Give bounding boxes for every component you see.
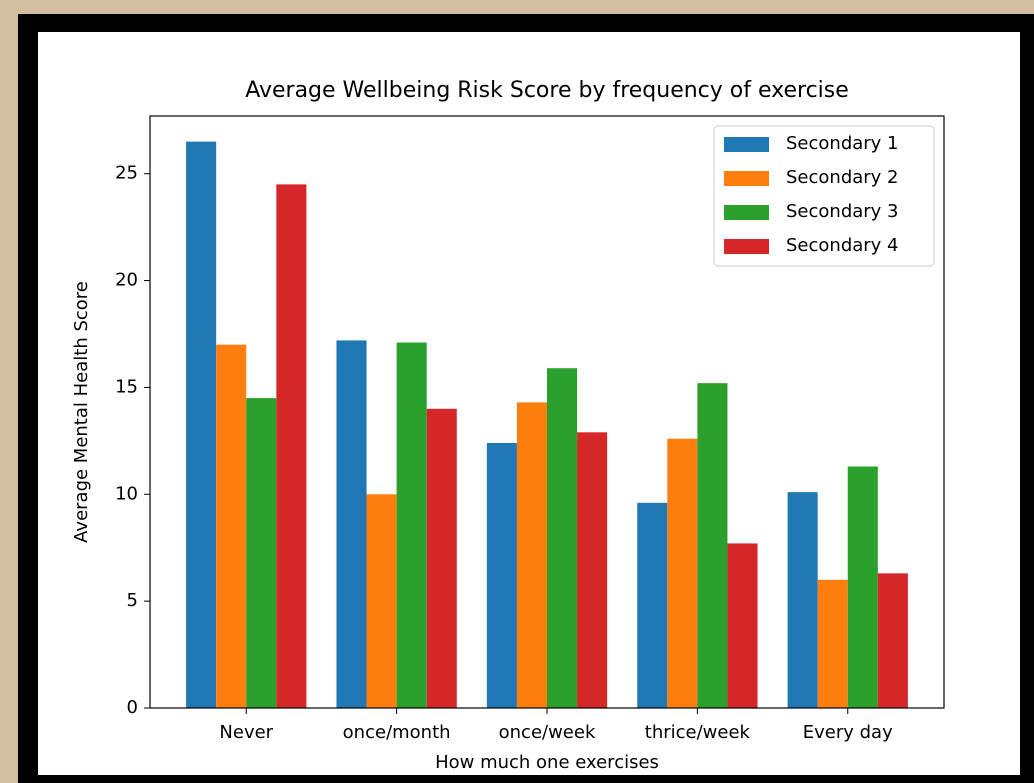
plot-frame xyxy=(149,115,945,709)
bar xyxy=(697,383,728,708)
y-tick-label: 10 xyxy=(115,483,138,504)
bar xyxy=(727,543,758,708)
x-tick-label: Every day xyxy=(803,722,893,743)
bar xyxy=(396,342,427,708)
legend-box xyxy=(713,125,935,267)
bar xyxy=(216,344,247,708)
y-tick-label: 0 xyxy=(127,697,138,718)
legend-swatch xyxy=(724,205,769,220)
legend-label: Secondary 4 xyxy=(786,235,899,256)
bar xyxy=(577,432,608,708)
chart-title: Average Wellbeing Risk Score by frequenc… xyxy=(245,78,849,103)
legend-swatch xyxy=(724,171,769,186)
y-tick-label: 5 xyxy=(127,590,138,611)
bar xyxy=(186,141,217,708)
x-tick-label: once/month xyxy=(343,722,451,743)
bar xyxy=(246,398,277,708)
legend-label: Secondary 2 xyxy=(786,167,899,188)
bar xyxy=(877,573,908,708)
y-tick-label: 25 xyxy=(115,163,138,184)
bar xyxy=(516,402,547,708)
legend-label: Secondary 3 xyxy=(786,201,899,222)
bar xyxy=(667,438,698,708)
bar xyxy=(336,340,367,708)
bar xyxy=(276,184,307,708)
y-tick-label: 20 xyxy=(115,270,138,291)
legend-swatch xyxy=(724,137,769,152)
bar xyxy=(637,502,668,708)
x-tick-label: Never xyxy=(219,722,273,743)
bar xyxy=(366,494,397,708)
bar xyxy=(787,492,818,708)
bar xyxy=(817,579,848,708)
legend-swatch xyxy=(724,239,769,254)
y-axis-label: Average Mental Health Score xyxy=(71,281,92,543)
bar xyxy=(847,466,878,708)
x-tick-label: once/week xyxy=(499,722,596,743)
bar xyxy=(547,368,578,708)
bar xyxy=(426,408,457,708)
x-tick-label: thrice/week xyxy=(645,722,751,743)
bar xyxy=(486,442,517,708)
y-tick-label: 15 xyxy=(115,376,138,397)
legend-label: Secondary 1 xyxy=(786,133,899,154)
x-axis-label: How much one exercises xyxy=(435,752,659,773)
